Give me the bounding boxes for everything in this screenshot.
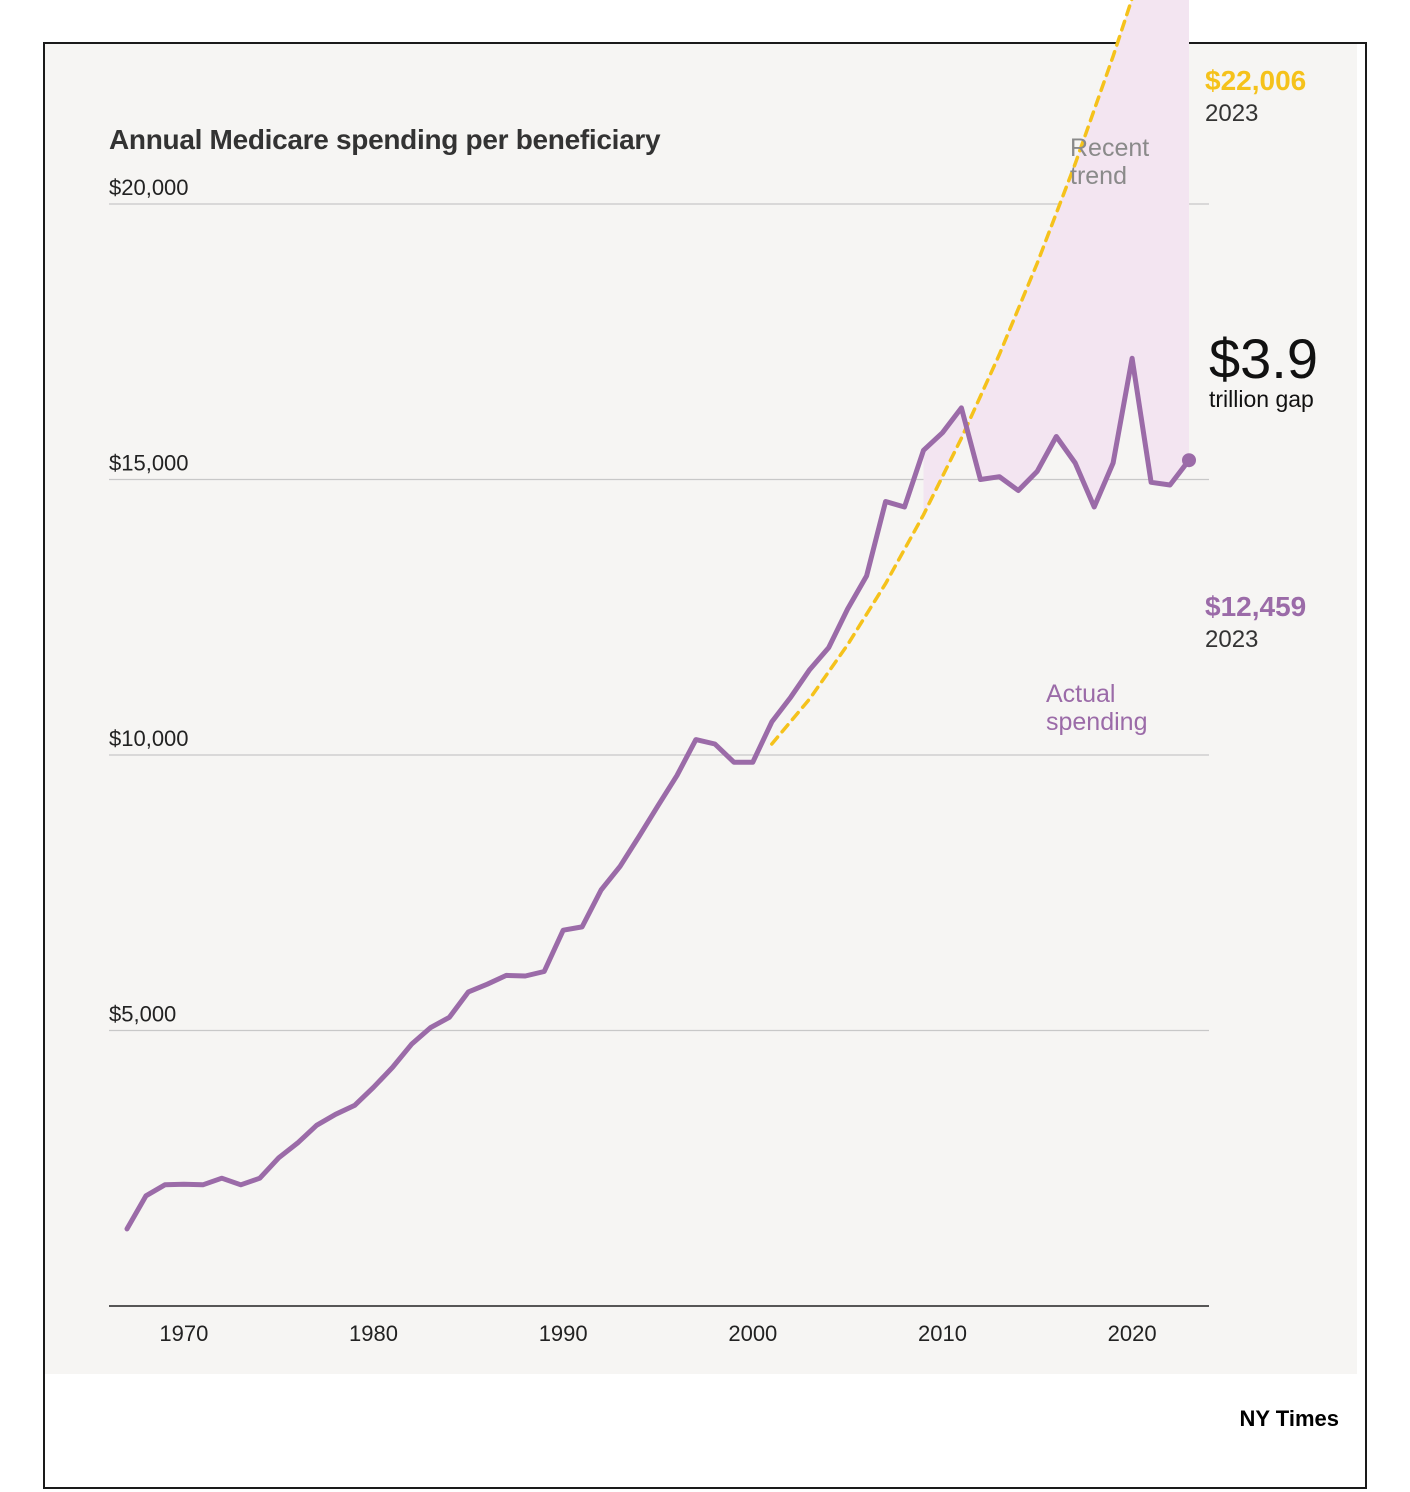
gap-shaded-area <box>923 0 1189 515</box>
trend-end-year-label: 2023 <box>1205 100 1258 127</box>
actual-annotation-line2: spending <box>1046 708 1147 736</box>
x-tick-label: 2000 <box>728 1321 777 1346</box>
actual-end-value-label: $12,459 <box>1205 591 1306 622</box>
actual-annotation-line1: Actual <box>1046 680 1115 708</box>
trend-end-value-label: $22,006 <box>1205 65 1306 96</box>
trend-annotation-line1: Recent <box>1070 134 1149 162</box>
source-label: NY Times <box>1240 1406 1339 1431</box>
x-tick-label: 2020 <box>1108 1321 1157 1346</box>
gap-unit-label: trillion gap <box>1209 386 1314 412</box>
y-tick-label: $5,000 <box>109 1002 176 1027</box>
series-line-actual-spending <box>124 355 1192 1232</box>
x-tick-label: 1980 <box>349 1321 398 1346</box>
x-axis-ticks: 1970 1980 1990 2000 2010 2020 <box>159 1321 1156 1346</box>
x-tick-label: 1990 <box>539 1321 588 1346</box>
y-axis-ticks: $5,000 $10,000 $15,000 $20,000 <box>109 175 189 1027</box>
trend-annotation-line2: trend <box>1070 162 1127 190</box>
y-tick-label: $15,000 <box>109 451 189 476</box>
gap-value-label: $3.9 <box>1209 327 1318 390</box>
y-tick-label: $20,000 <box>109 175 189 200</box>
y-tick-label: $10,000 <box>109 726 189 751</box>
actual-end-point <box>1182 453 1196 468</box>
series-line-recent-trend <box>770 0 1134 746</box>
actual-end-year-label: 2023 <box>1205 626 1258 653</box>
x-tick-label: 2010 <box>918 1321 967 1346</box>
x-tick-label: 1970 <box>159 1321 208 1346</box>
chart-title: Annual Medicare spending per beneficiary <box>109 124 661 155</box>
